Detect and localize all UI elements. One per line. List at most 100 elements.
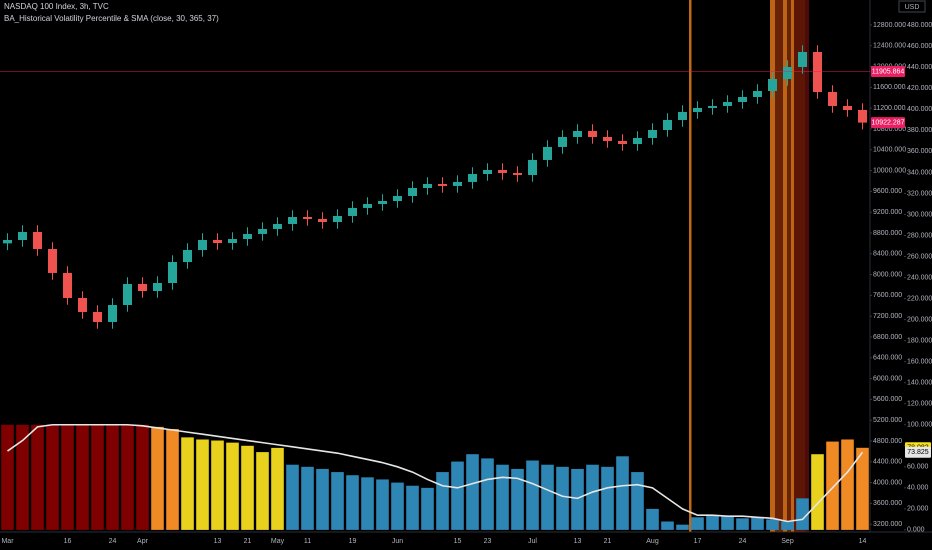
indicator-title: BA_Historical Volatility Percentile & SM… [4,14,219,23]
candle-body [798,52,807,67]
x-tick-label: 13 [214,538,222,545]
y-tick-label: 400.000 [907,106,932,113]
y-tick-label: 10000.000 [873,167,906,174]
hvp-bar [376,479,389,530]
stripe [805,0,809,532]
hvp-bar [256,452,269,530]
y-tick-label: 11200.000 [873,105,906,112]
x-tick-label: Jun [392,538,403,545]
stripe [794,0,805,532]
candle-body [423,183,432,188]
value-marker: 11905.864 [872,68,905,75]
hvp-bar [106,424,119,530]
hvp-bar [451,461,464,530]
hvp-bar [511,468,524,530]
stripe [787,0,791,532]
stripe [770,0,775,532]
currency-box[interactable] [898,0,926,13]
hvp-bar [121,424,134,530]
y-tick-label: 40.000 [907,485,929,492]
y-tick-label: 20.000 [907,506,929,513]
hvp-bar [691,517,704,530]
candle-body [78,297,87,312]
x-tick-label: 21 [244,538,252,545]
y-tick-label: 140.000 [907,380,932,387]
y-tick-label: 8000.000 [873,271,902,278]
candle-body [303,217,312,219]
x-tick-label: Aug [646,538,659,545]
stripe [689,0,692,532]
x-tick-label: 17 [694,538,702,545]
hvp-bar [586,464,599,530]
hvp-bar [421,487,434,530]
candle-body [693,107,702,112]
y-tick-label: 12800.000 [873,22,906,29]
y-tick-label: 220.000 [907,295,932,302]
hvp-bar [241,445,254,530]
hvp-bar [556,466,569,530]
y-tick-label: 240.000 [907,274,932,281]
y-tick-label: 9200.000 [873,209,902,216]
candle-body [468,174,477,182]
hvp-bar [466,454,479,530]
y-tick-label: 3600.000 [873,500,902,507]
currency-label[interactable]: USD [905,4,920,11]
hvp-bar [361,477,374,530]
y-tick-label: 360.000 [907,148,932,155]
candle-body [258,228,267,234]
candle-body [453,181,462,186]
candle-body [48,248,57,273]
candle-body [3,239,12,244]
y-tick-label: 5200.000 [873,417,902,424]
hvp-bar [181,437,194,530]
hvp-bar [271,447,284,530]
candle-body [588,130,597,137]
y-tick-label: 300.000 [907,211,932,218]
candle-body [513,172,522,175]
hvp-bar [76,424,89,530]
hvp-bar [766,519,779,530]
hvp-bar [736,518,749,530]
candle-body [408,187,417,197]
y-tick-label: 320.000 [907,190,932,197]
hvp-bar [631,472,644,530]
candle-body [318,218,327,223]
candle-body [33,231,42,249]
time-axis-bg [0,532,932,550]
hvp-bar [391,482,404,530]
x-tick-label: Mar [1,538,14,545]
hvp-bar [406,485,419,530]
hvp-bar [196,439,209,530]
candle-body [138,283,147,292]
hvp-bar [151,426,164,530]
candle-body [768,78,777,92]
candle-body [393,196,402,201]
value-marker: 73.825 [907,449,929,456]
hvp-bar [796,498,809,530]
y-tick-label: 120.000 [907,401,932,408]
candle-body [438,183,447,186]
price-axis-bg [870,0,932,550]
hvp-bar [16,424,29,530]
hvp-bar [601,466,614,530]
hvp-bar [526,460,539,530]
candle-body [273,223,282,229]
candle-body [813,52,822,92]
candle-body [63,272,72,298]
candle-body [93,311,102,323]
y-tick-label: 460.000 [907,43,932,50]
candle-body [618,140,627,144]
candle-body [678,111,687,120]
y-tick-label: 4000.000 [873,479,902,486]
hvp-bar [226,442,239,530]
candle-body [843,105,852,110]
candle-body [528,159,537,175]
candle-body [198,239,207,250]
x-tick-label: 23 [484,538,492,545]
y-tick-label: 60.000 [907,464,929,471]
candle-body [108,305,117,323]
candle-body [663,119,672,131]
y-tick-label: 340.000 [907,169,932,176]
